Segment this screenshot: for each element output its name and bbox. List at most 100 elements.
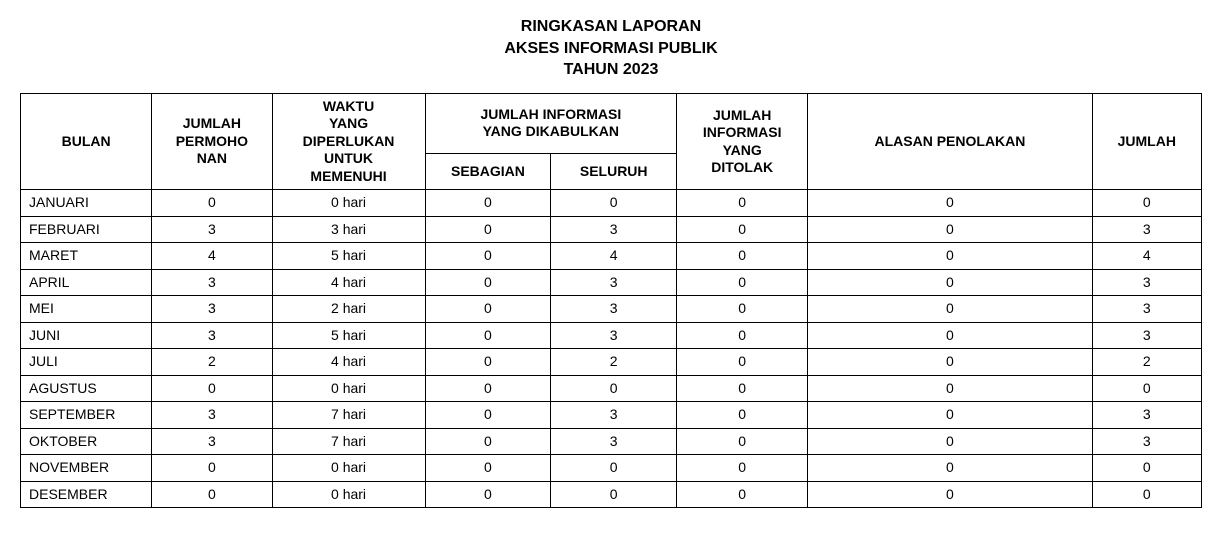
cell-alasan: 0 (808, 402, 1092, 429)
cell-seluruh: 3 (551, 216, 677, 243)
cell-jumlah: 0 (1092, 455, 1201, 482)
cell-bulan: JULI (21, 349, 152, 376)
cell-waktu: 0 hari (272, 481, 425, 508)
cell-sebagian: 0 (425, 322, 551, 349)
table-row: OKTOBER37 hari03003 (21, 428, 1202, 455)
cell-permohonan: 3 (152, 322, 272, 349)
cell-bulan: SEPTEMBER (21, 402, 152, 429)
cell-alasan: 0 (808, 190, 1092, 217)
cell-ditolak: 0 (677, 190, 808, 217)
cell-seluruh: 0 (551, 481, 677, 508)
cell-ditolak: 0 (677, 455, 808, 482)
cell-ditolak: 0 (677, 216, 808, 243)
cell-bulan: JANUARI (21, 190, 152, 217)
cell-alasan: 0 (808, 481, 1092, 508)
title-line-2: AKSES INFORMASI PUBLIK (20, 38, 1202, 60)
cell-sebagian: 0 (425, 481, 551, 508)
cell-bulan: FEBRUARI (21, 216, 152, 243)
cell-waktu: 7 hari (272, 428, 425, 455)
cell-sebagian: 0 (425, 216, 551, 243)
cell-ditolak: 0 (677, 243, 808, 270)
cell-bulan: JUNI (21, 322, 152, 349)
cell-alasan: 0 (808, 269, 1092, 296)
col-header-jumlah: JUMLAH (1092, 93, 1201, 190)
cell-ditolak: 0 (677, 481, 808, 508)
table-header: BULAN JUMLAHPERMOHONAN WAKTUYANGDIPERLUK… (21, 93, 1202, 190)
table-row: MEI32 hari03003 (21, 296, 1202, 323)
cell-waktu: 7 hari (272, 402, 425, 429)
cell-sebagian: 0 (425, 455, 551, 482)
col-header-alasan-text: ALASAN PENOLAKAN (875, 133, 1026, 149)
col-header-sebagian-text: SEBAGIAN (451, 163, 525, 179)
cell-seluruh: 0 (551, 375, 677, 402)
cell-bulan: MARET (21, 243, 152, 270)
table-row: NOVEMBER00 hari00000 (21, 455, 1202, 482)
col-header-bulan-text: BULAN (62, 133, 111, 149)
cell-alasan: 0 (808, 243, 1092, 270)
cell-permohonan: 4 (152, 243, 272, 270)
cell-seluruh: 3 (551, 296, 677, 323)
cell-seluruh: 3 (551, 269, 677, 296)
cell-sebagian: 0 (425, 296, 551, 323)
cell-waktu: 0 hari (272, 455, 425, 482)
cell-jumlah: 3 (1092, 402, 1201, 429)
cell-bulan: MEI (21, 296, 152, 323)
cell-sebagian: 0 (425, 375, 551, 402)
cell-waktu: 5 hari (272, 243, 425, 270)
cell-sebagian: 0 (425, 190, 551, 217)
cell-ditolak: 0 (677, 428, 808, 455)
cell-ditolak: 0 (677, 349, 808, 376)
cell-waktu: 0 hari (272, 190, 425, 217)
cell-bulan: APRIL (21, 269, 152, 296)
cell-bulan: AGUSTUS (21, 375, 152, 402)
col-header-permohonan: JUMLAHPERMOHONAN (152, 93, 272, 190)
cell-permohonan: 3 (152, 296, 272, 323)
cell-jumlah: 0 (1092, 481, 1201, 508)
col-header-seluruh-text: SELURUH (580, 163, 648, 179)
cell-jumlah: 3 (1092, 216, 1201, 243)
cell-seluruh: 3 (551, 402, 677, 429)
cell-bulan: OKTOBER (21, 428, 152, 455)
cell-waktu: 5 hari (272, 322, 425, 349)
cell-seluruh: 4 (551, 243, 677, 270)
cell-permohonan: 3 (152, 402, 272, 429)
cell-ditolak: 0 (677, 296, 808, 323)
cell-waktu: 4 hari (272, 349, 425, 376)
table-row: JUNI35 hari03003 (21, 322, 1202, 349)
col-header-seluruh: SELURUH (551, 154, 677, 190)
cell-seluruh: 3 (551, 428, 677, 455)
col-header-dikabulkan-group: JUMLAH INFORMASIYANG DIKABULKAN (425, 93, 677, 153)
cell-jumlah: 3 (1092, 269, 1201, 296)
cell-seluruh: 2 (551, 349, 677, 376)
cell-jumlah: 0 (1092, 375, 1201, 402)
table-row: MARET45 hari04004 (21, 243, 1202, 270)
title-line-1: RINGKASAN LAPORAN (20, 16, 1202, 38)
report-table: BULAN JUMLAHPERMOHONAN WAKTUYANGDIPERLUK… (20, 93, 1202, 509)
col-header-bulan: BULAN (21, 93, 152, 190)
table-body: JANUARI00 hari00000FEBRUARI33 hari03003M… (21, 190, 1202, 508)
cell-waktu: 0 hari (272, 375, 425, 402)
cell-sebagian: 0 (425, 243, 551, 270)
cell-jumlah: 3 (1092, 428, 1201, 455)
col-header-alasan: ALASAN PENOLAKAN (808, 93, 1092, 190)
col-header-ditolak: JUMLAHINFORMASIYANGDITOLAK (677, 93, 808, 190)
cell-ditolak: 0 (677, 402, 808, 429)
cell-alasan: 0 (808, 322, 1092, 349)
cell-jumlah: 0 (1092, 190, 1201, 217)
cell-alasan: 0 (808, 296, 1092, 323)
cell-seluruh: 0 (551, 190, 677, 217)
cell-sebagian: 0 (425, 269, 551, 296)
cell-permohonan: 3 (152, 269, 272, 296)
cell-jumlah: 3 (1092, 322, 1201, 349)
table-row: DESEMBER00 hari00000 (21, 481, 1202, 508)
cell-alasan: 0 (808, 216, 1092, 243)
cell-ditolak: 0 (677, 269, 808, 296)
table-row: AGUSTUS00 hari00000 (21, 375, 1202, 402)
col-header-waktu: WAKTUYANGDIPERLUKANUNTUKMEMENUHI (272, 93, 425, 190)
cell-jumlah: 4 (1092, 243, 1201, 270)
report-title: RINGKASAN LAPORAN AKSES INFORMASI PUBLIK… (20, 16, 1202, 81)
cell-permohonan: 3 (152, 428, 272, 455)
title-line-3: TAHUN 2023 (20, 59, 1202, 81)
cell-sebagian: 0 (425, 349, 551, 376)
col-header-jumlah-text: JUMLAH (1118, 133, 1176, 149)
